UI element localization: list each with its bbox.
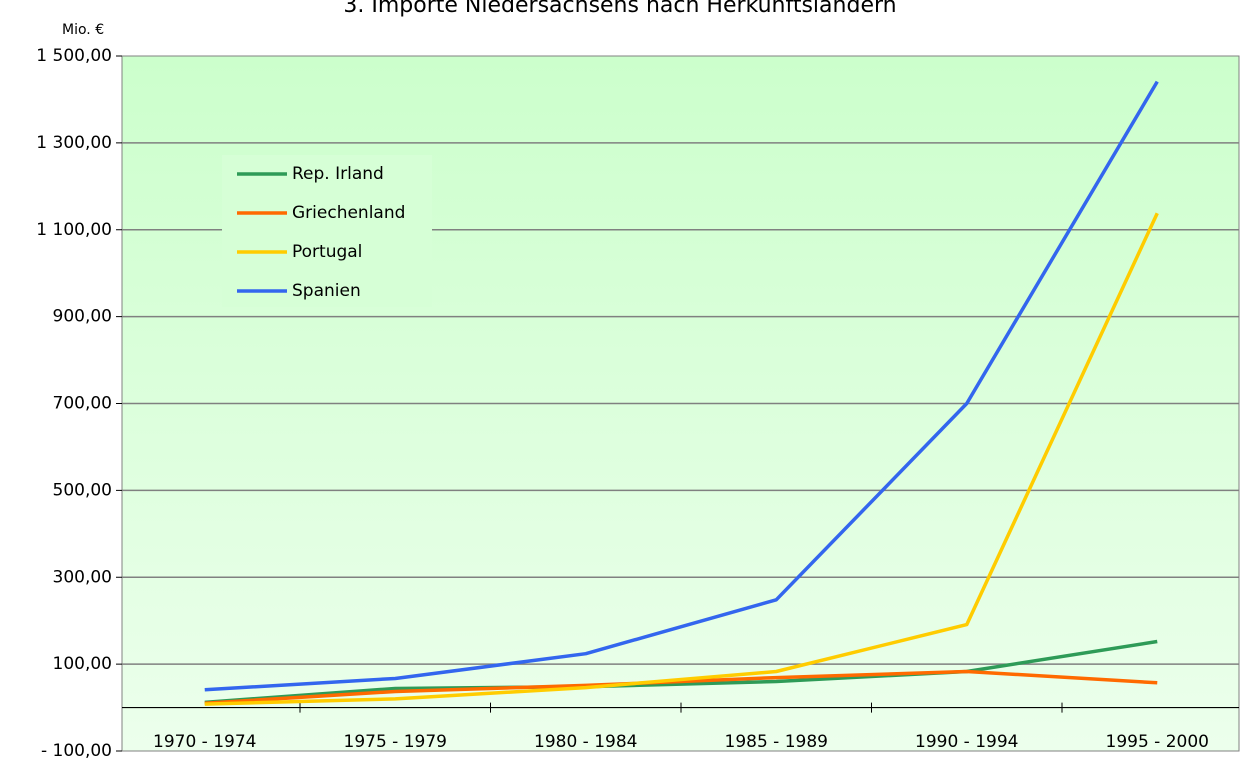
chart-title: 3. Importe Niedersachsens nach Herkunfts… xyxy=(343,0,896,18)
x-tick-label: 1995 - 2000 xyxy=(1106,732,1209,752)
series-line xyxy=(204,669,1158,705)
x-tick-label: 1980 - 1984 xyxy=(534,732,637,752)
y-tick-label: 900,00 xyxy=(53,307,112,327)
series-line xyxy=(204,80,1159,692)
y-tick-label: - 100,00 xyxy=(41,741,112,760)
y-tick-label: 1 100,00 xyxy=(36,220,112,240)
series-line xyxy=(204,212,1159,706)
legend-label: Portugal xyxy=(292,242,362,262)
y-tick-label: 300,00 xyxy=(53,567,112,587)
y-tick-label: 500,00 xyxy=(53,480,112,500)
legend-label: Spanien xyxy=(292,281,361,301)
y-axis-label: Mio. € xyxy=(62,22,104,38)
y-tick-label: 1 300,00 xyxy=(36,133,112,153)
y-tick-label: 700,00 xyxy=(53,394,112,414)
legend-box xyxy=(222,155,432,307)
x-tick-label: 1975 - 1979 xyxy=(344,732,447,752)
x-tick-label: 1970 - 1974 xyxy=(153,732,256,752)
y-tick-label: 1 500,00 xyxy=(36,46,112,66)
legend-label: Griechenland xyxy=(292,203,405,223)
series-line xyxy=(204,639,1158,705)
x-tick-label: 1985 - 1989 xyxy=(725,732,828,752)
x-tick-label: 1990 - 1994 xyxy=(915,732,1018,752)
legend-label: Rep. Irland xyxy=(292,164,384,184)
y-tick-label: 100,00 xyxy=(53,654,112,674)
